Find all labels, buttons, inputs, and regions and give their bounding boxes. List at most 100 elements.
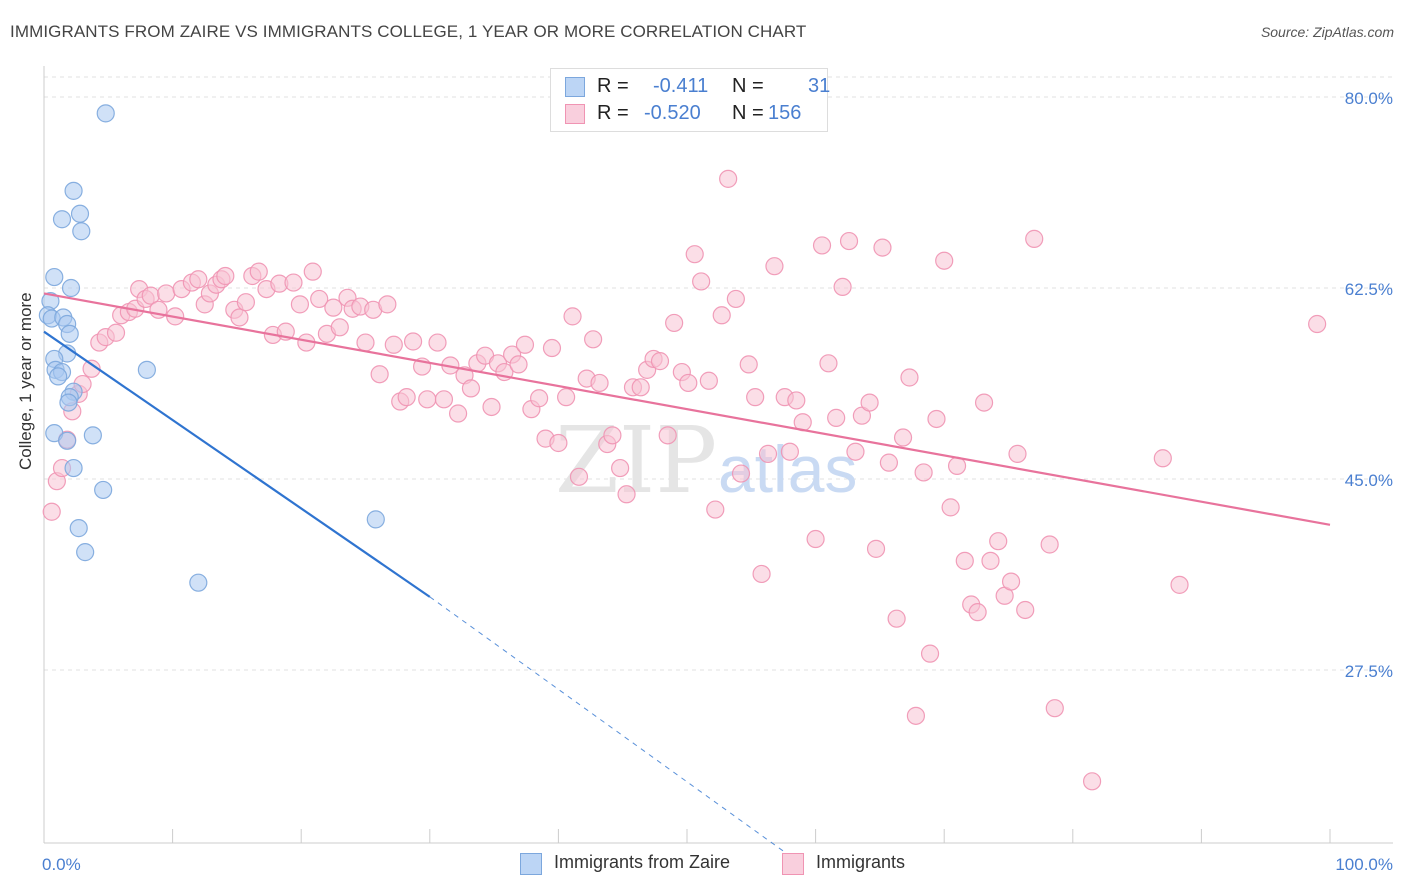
point-zaire: [96, 104, 115, 123]
point-immigrants: [1170, 575, 1189, 594]
point-immigrants: [989, 532, 1008, 551]
point-immigrants: [434, 390, 454, 409]
point-zaire: [60, 324, 79, 343]
series-immigrants-points: [42, 169, 1327, 791]
point-immigrants: [947, 456, 967, 476]
stats-legend: R = -0.411 N = 31 R = -0.520 N = 156: [550, 68, 831, 132]
source-credit: Source: ZipAtlas.com: [1260, 24, 1394, 40]
point-immigrants: [706, 500, 725, 519]
point-immigrants: [356, 333, 375, 352]
point-zaire: [76, 543, 95, 562]
point-immigrants: [692, 272, 711, 291]
point-immigrants: [384, 335, 403, 354]
point-immigrants: [739, 355, 758, 374]
point-immigrants: [879, 453, 899, 472]
point-immigrants: [324, 298, 343, 317]
point-immigrants: [1040, 535, 1059, 554]
watermark-zip: ZIP: [555, 407, 717, 514]
point-immigrants: [509, 355, 528, 374]
point-immigrants: [866, 539, 886, 558]
n-value-zaire: 31: [808, 75, 831, 97]
point-immigrants: [1008, 444, 1027, 463]
point-immigrants: [981, 551, 1000, 570]
r-value-immigrants: -0.520: [644, 102, 701, 124]
point-immigrants: [290, 295, 310, 314]
tick-labels: 80.0% 62.5% 45.0% 27.5% 0.0% 100.0%: [42, 89, 1393, 874]
point-immigrants: [611, 458, 630, 478]
point-immigrants: [787, 391, 806, 410]
point-immigrants: [699, 371, 718, 390]
x-tick-label-max: 100.0%: [1335, 855, 1393, 874]
point-immigrants: [230, 308, 249, 327]
series-zaire-points: [38, 104, 385, 592]
point-immigrants: [968, 603, 987, 622]
point-immigrants: [650, 352, 670, 371]
point-immigrants: [927, 409, 946, 429]
point-zaire: [61, 278, 81, 298]
point-immigrants: [1025, 229, 1044, 248]
point-immigrants: [900, 368, 919, 387]
point-immigrants: [839, 231, 859, 251]
point-immigrants: [941, 498, 960, 517]
point-immigrants: [482, 397, 501, 417]
point-zaire: [69, 519, 88, 538]
point-immigrants: [887, 609, 906, 628]
trend-lines: [43, 292, 1331, 852]
point-zaire: [64, 458, 83, 478]
point-immigrants: [303, 262, 322, 281]
y-tick-label: 45.0%: [1345, 471, 1393, 490]
y-tick-label: 80.0%: [1345, 89, 1393, 108]
r-label: R =: [597, 75, 629, 97]
r-value-zaire: -0.411: [653, 75, 709, 97]
point-immigrants: [1082, 772, 1102, 791]
point-immigrants: [428, 333, 447, 352]
point-immigrants: [974, 393, 994, 412]
point-immigrants: [370, 365, 389, 384]
point-immigrants: [563, 307, 582, 326]
point-immigrants: [935, 251, 954, 270]
swatch-zaire: [565, 77, 585, 97]
point-immigrants: [1308, 314, 1327, 334]
point-immigrants: [1016, 600, 1035, 620]
axes: [43, 66, 1393, 844]
point-immigrants: [685, 245, 704, 264]
point-zaire: [64, 181, 83, 200]
point-zaire: [52, 210, 72, 229]
point-zaire: [83, 426, 102, 445]
y-tick-label: 62.5%: [1345, 280, 1393, 299]
point-immigrants: [590, 373, 609, 393]
point-immigrants: [617, 485, 636, 504]
point-immigrants: [873, 238, 892, 257]
trendline-zaire-extension: [429, 596, 784, 852]
point-immigrants: [1001, 572, 1021, 591]
trendline-immigrants: [43, 292, 1331, 526]
point-zaire: [45, 267, 64, 287]
point-immigrants: [330, 318, 349, 337]
point-zaire: [49, 367, 68, 386]
point-immigrants: [631, 378, 650, 397]
point-zaire: [70, 204, 90, 223]
point-immigrants: [731, 464, 751, 483]
point-immigrants: [106, 323, 126, 342]
point-immigrants: [920, 644, 940, 663]
point-immigrants: [461, 379, 481, 398]
legend-label-immigrants: Immigrants: [816, 852, 906, 872]
point-immigrants: [1153, 449, 1172, 468]
gridlines: [44, 76, 1393, 671]
point-immigrants: [846, 442, 865, 461]
point-immigrants: [1045, 699, 1064, 718]
point-immigrants: [397, 388, 416, 407]
point-immigrants: [806, 529, 825, 549]
point-immigrants: [833, 277, 852, 297]
point-immigrants: [418, 390, 437, 409]
watermark: ZIP atlas: [555, 407, 857, 514]
point-zaire: [366, 510, 385, 529]
point-immigrants: [557, 388, 576, 407]
point-immigrants: [310, 289, 329, 309]
point-immigrants: [914, 463, 933, 482]
point-immigrants: [906, 706, 926, 725]
point-immigrants: [746, 388, 765, 407]
point-immigrants: [719, 169, 738, 188]
point-immigrants: [726, 289, 745, 309]
point-zaire: [72, 222, 91, 241]
